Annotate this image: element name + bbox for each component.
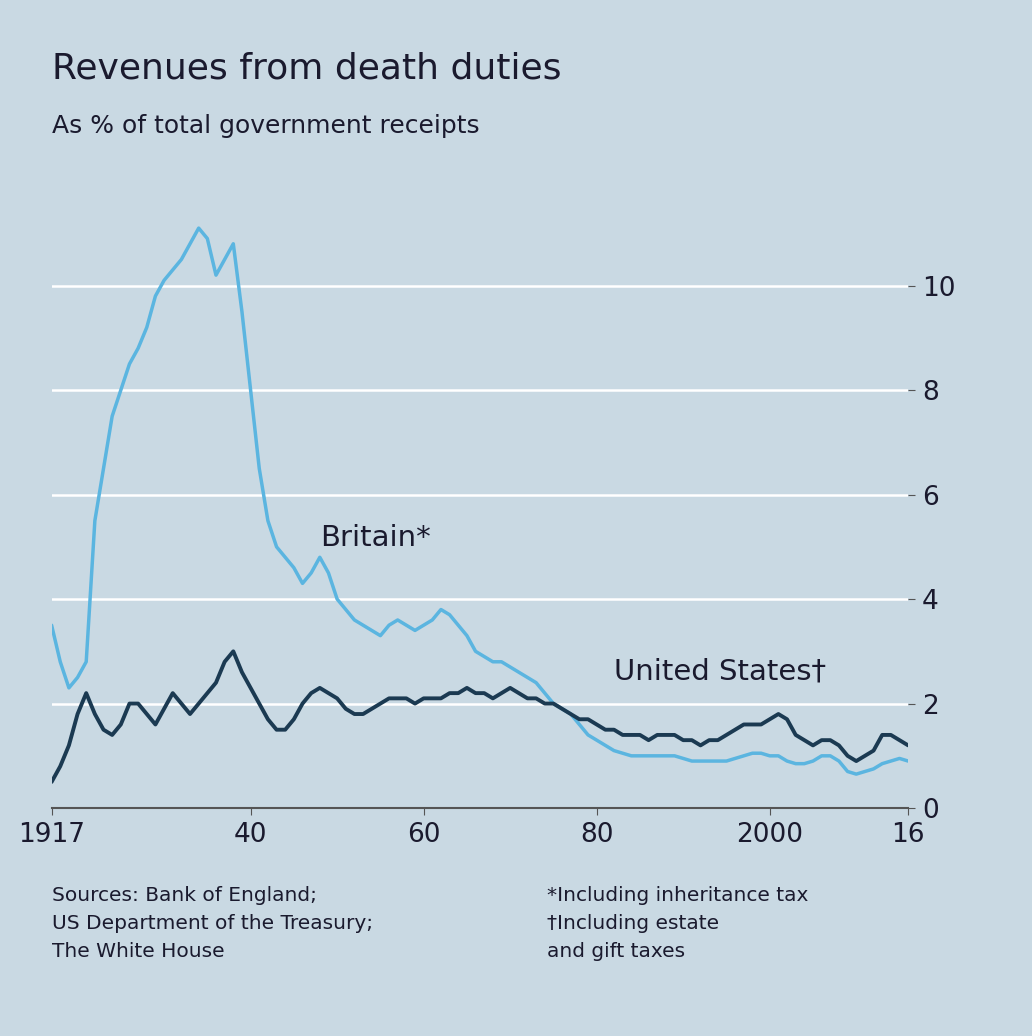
Text: Revenues from death duties: Revenues from death duties bbox=[52, 52, 561, 86]
Text: *Including inheritance tax
†Including estate
and gift taxes: *Including inheritance tax †Including es… bbox=[547, 886, 808, 960]
Text: Sources: Bank of England;
US Department of the Treasury;
The White House: Sources: Bank of England; US Department … bbox=[52, 886, 373, 960]
Text: United States†: United States† bbox=[614, 657, 826, 685]
Text: As % of total government receipts: As % of total government receipts bbox=[52, 114, 479, 138]
Text: Britain*: Britain* bbox=[320, 524, 430, 552]
